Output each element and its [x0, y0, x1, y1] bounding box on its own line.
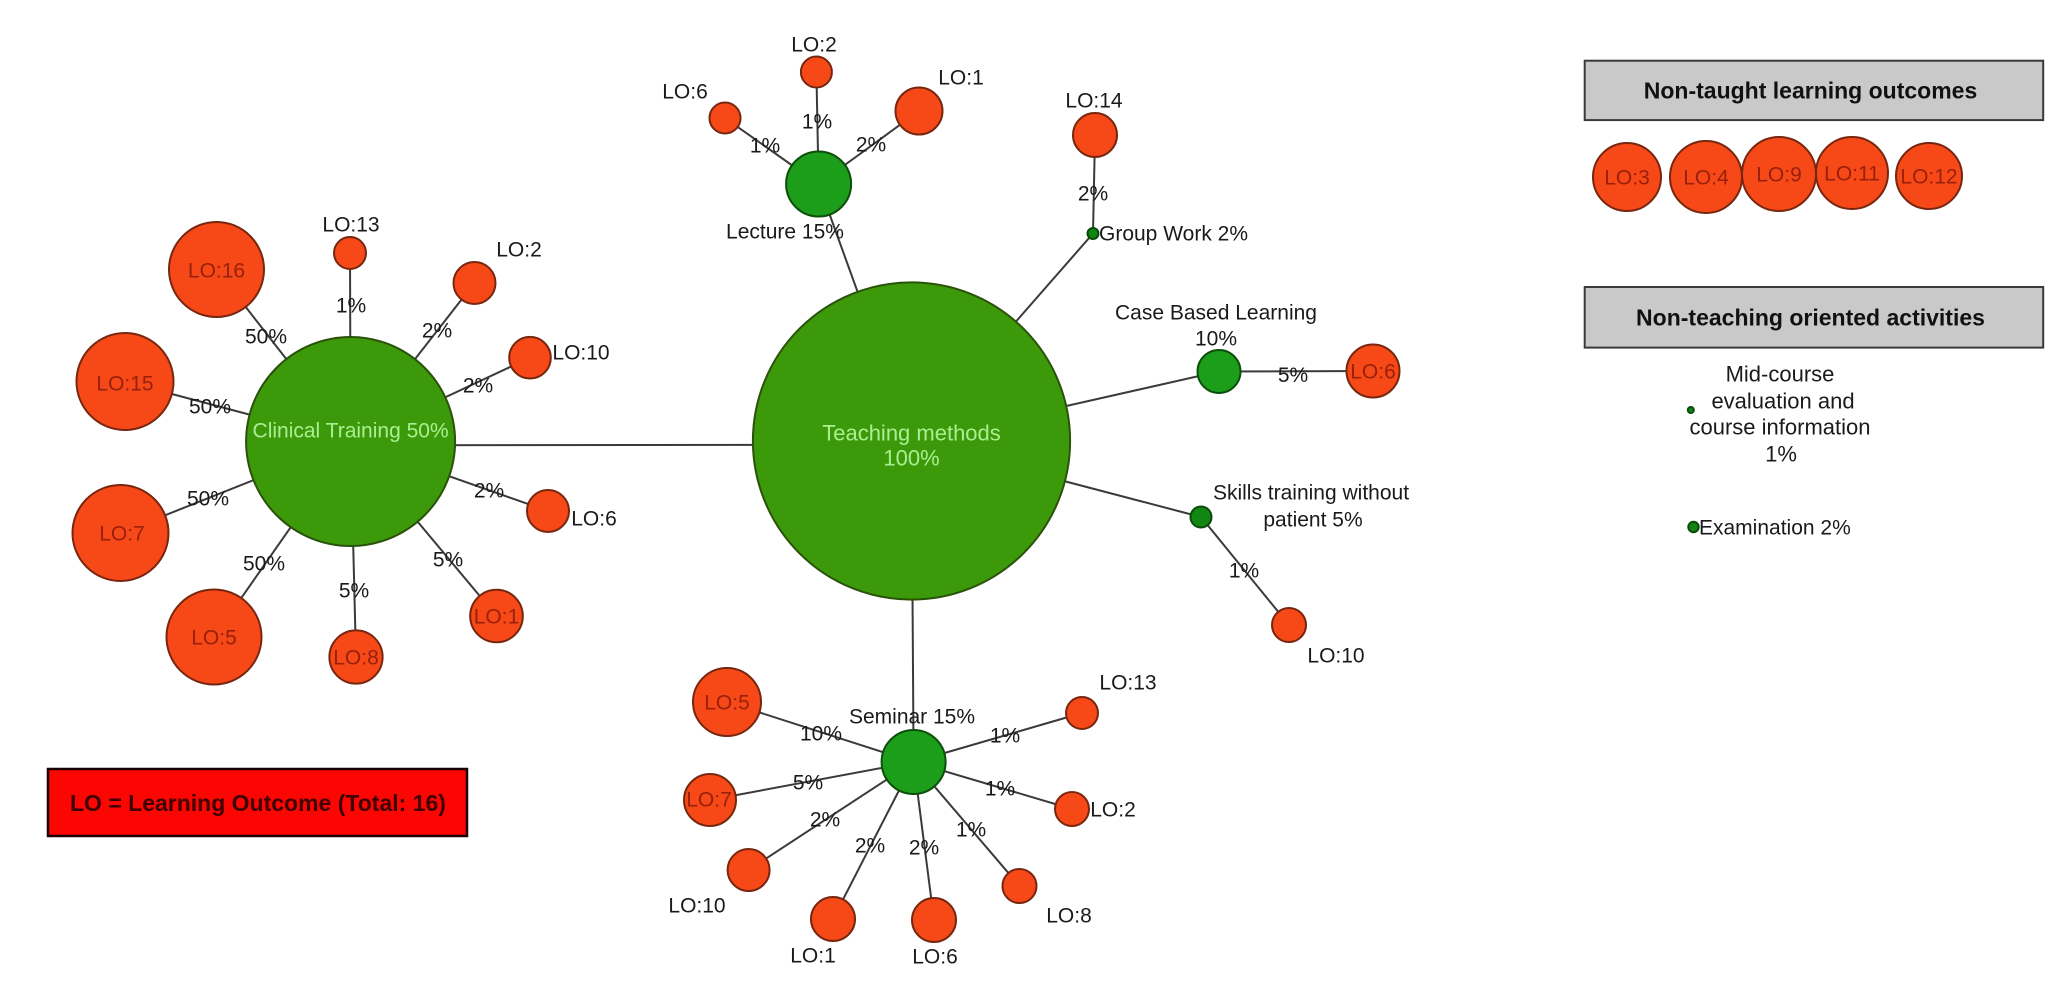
svg-text:LO:14: LO:14 [1065, 89, 1123, 112]
svg-text:LO:11: LO:11 [1824, 162, 1880, 185]
svg-text:LO:5: LO:5 [704, 691, 750, 714]
svg-text:LO:13: LO:13 [322, 213, 379, 236]
svg-text:50%: 50% [189, 395, 231, 418]
svg-text:Examination 2%: Examination 2% [1699, 517, 1851, 540]
svg-text:1%: 1% [1765, 442, 1797, 467]
svg-text:1%: 1% [802, 110, 832, 133]
svg-text:Lecture 15%: Lecture 15% [726, 220, 844, 243]
svg-text:5%: 5% [793, 771, 823, 794]
svg-text:5%: 5% [339, 579, 369, 602]
svg-text:LO:10: LO:10 [1307, 644, 1364, 667]
svg-text:LO:6: LO:6 [1350, 360, 1396, 383]
svg-text:LO:4: LO:4 [1683, 166, 1729, 189]
svg-text:LO:9: LO:9 [1756, 163, 1802, 186]
svg-text:2%: 2% [909, 836, 939, 859]
svg-text:10%: 10% [1195, 327, 1237, 350]
svg-text:LO:16: LO:16 [188, 259, 245, 282]
svg-text:Non-taught learning outcomes: Non-taught learning outcomes [1644, 78, 1978, 104]
svg-text:LO:1: LO:1 [938, 66, 984, 89]
svg-text:LO:5: LO:5 [191, 626, 237, 649]
svg-text:1%: 1% [956, 818, 986, 841]
svg-text:2%: 2% [422, 319, 452, 342]
svg-text:2%: 2% [1078, 182, 1108, 205]
svg-text:5%: 5% [433, 548, 463, 571]
svg-text:LO:15: LO:15 [96, 372, 153, 395]
svg-text:LO:12: LO:12 [1900, 165, 1957, 188]
svg-text:LO:2: LO:2 [791, 33, 837, 56]
svg-text:LO:7: LO:7 [686, 788, 732, 811]
svg-text:2%: 2% [855, 834, 885, 857]
svg-text:LO:10: LO:10 [668, 894, 725, 917]
svg-text:LO:6: LO:6 [662, 80, 708, 103]
svg-text:LO:6: LO:6 [912, 945, 958, 968]
svg-text:50%: 50% [243, 552, 285, 575]
svg-text:100%: 100% [883, 446, 939, 471]
svg-text:Mid-course: Mid-course [1726, 362, 1835, 387]
svg-text:LO:7: LO:7 [99, 522, 145, 545]
svg-text:Seminar 15%: Seminar 15% [849, 705, 975, 728]
svg-text:LO:10: LO:10 [552, 341, 609, 364]
svg-text:1%: 1% [990, 724, 1020, 747]
svg-text:Group Work 2%: Group Work 2% [1099, 222, 1248, 245]
svg-text:1%: 1% [336, 294, 366, 317]
svg-text:50%: 50% [187, 487, 229, 510]
svg-text:10%: 10% [800, 722, 842, 745]
svg-text:Clinical Training 50%: Clinical Training 50% [253, 419, 449, 442]
svg-text:LO:1: LO:1 [474, 605, 520, 628]
svg-text:1%: 1% [985, 777, 1015, 800]
svg-text:Skills training without: Skills training without [1213, 481, 1409, 504]
svg-text:LO:3: LO:3 [1604, 166, 1650, 189]
svg-text:2%: 2% [810, 808, 840, 831]
svg-text:50%: 50% [245, 325, 287, 348]
svg-text:LO:8: LO:8 [333, 646, 379, 669]
svg-text:2%: 2% [474, 479, 504, 502]
svg-text:course information: course information [1690, 415, 1871, 440]
svg-text:5%: 5% [1278, 364, 1308, 387]
svg-text:1%: 1% [750, 134, 780, 157]
svg-text:2%: 2% [463, 374, 493, 397]
svg-text:Non-teaching oriented activiti: Non-teaching oriented activities [1636, 305, 1985, 331]
svg-text:LO = Learning Outcome (Total:: LO = Learning Outcome (Total: 16) [70, 790, 446, 816]
svg-text:Teaching methods: Teaching methods [822, 421, 1001, 446]
svg-text:LO:2: LO:2 [1090, 798, 1136, 821]
svg-text:LO:2: LO:2 [496, 238, 542, 261]
svg-text:LO:1: LO:1 [790, 944, 836, 967]
svg-text:evaluation and: evaluation and [1711, 389, 1854, 414]
svg-text:Case Based Learning: Case Based Learning [1115, 301, 1317, 324]
svg-text:1%: 1% [1229, 559, 1259, 582]
svg-text:LO:8: LO:8 [1046, 904, 1092, 927]
svg-text:patient 5%: patient 5% [1263, 508, 1362, 531]
svg-text:LO:13: LO:13 [1099, 671, 1156, 694]
svg-text:LO:6: LO:6 [571, 507, 617, 530]
svg-text:2%: 2% [856, 133, 886, 156]
